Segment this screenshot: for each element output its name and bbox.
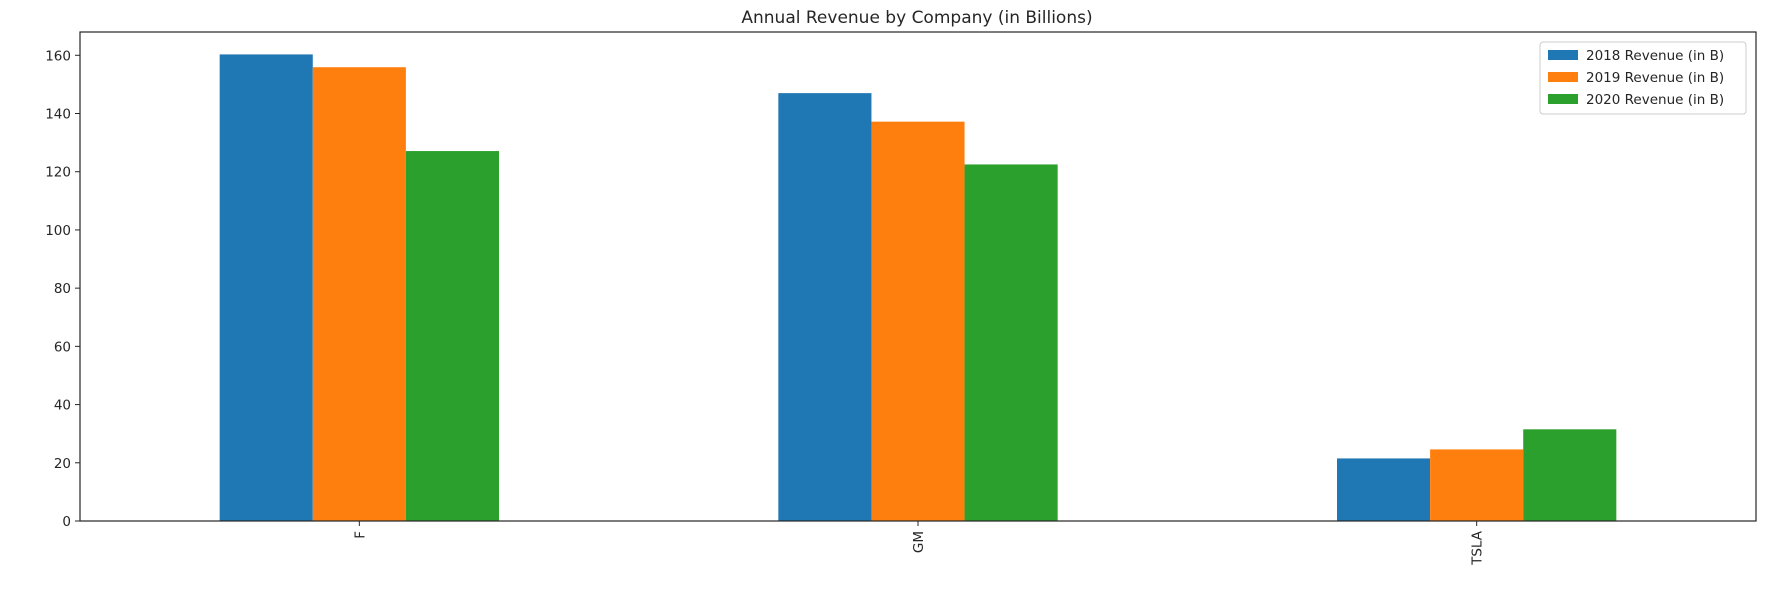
- bar-tsla-series-1: [1337, 458, 1431, 521]
- legend-label: 2018 Revenue (in B): [1586, 48, 1724, 64]
- x-tick-label: F: [352, 531, 368, 539]
- y-tick-label: 160: [45, 48, 71, 64]
- legend-swatch: [1548, 72, 1578, 82]
- legend: 2018 Revenue (in B) 2019 Revenue (in B) 20…: [1539, 41, 1747, 115]
- y-tick-label: 60: [54, 339, 71, 355]
- legend-swatch: [1548, 50, 1578, 60]
- legend-box: [1539, 41, 1747, 115]
- bar-gm-series-2: [871, 121, 965, 522]
- y-tick-label: 80: [54, 281, 71, 297]
- legend-label: 2019 Revenue (in B): [1586, 70, 1724, 86]
- plot-frame: [79, 31, 1757, 522]
- bars-group: [219, 54, 1617, 522]
- chart-title: Annual Revenue by Company (in Billions): [741, 8, 1092, 28]
- legend-label: 2020 Revenue (in B): [1586, 92, 1724, 108]
- bar-f-series-3: [405, 151, 499, 521]
- y-tick-label: 40: [54, 398, 71, 414]
- x-axis: F GM TSLA: [352, 521, 1486, 566]
- bar-gm-series-1: [778, 93, 872, 521]
- bar-f-series-1: [219, 54, 313, 521]
- y-tick-label: 120: [45, 165, 71, 181]
- bar-gm-series-3: [964, 164, 1058, 521]
- y-tick-label: 20: [54, 456, 71, 472]
- y-tick-label: 100: [45, 223, 71, 239]
- x-tick-label: GM: [911, 531, 927, 553]
- legend-swatch: [1548, 94, 1578, 104]
- x-tick-label: TSLA: [1470, 530, 1486, 566]
- y-tick-label: 140: [45, 107, 71, 123]
- bar-tsla-series-3: [1523, 429, 1617, 521]
- bar-tsla-series-2: [1430, 449, 1524, 521]
- y-axis: 0 20 40 60 80 100 120 140 160: [45, 48, 80, 530]
- y-tick-label: 0: [62, 514, 71, 530]
- bar-f-series-2: [312, 67, 406, 522]
